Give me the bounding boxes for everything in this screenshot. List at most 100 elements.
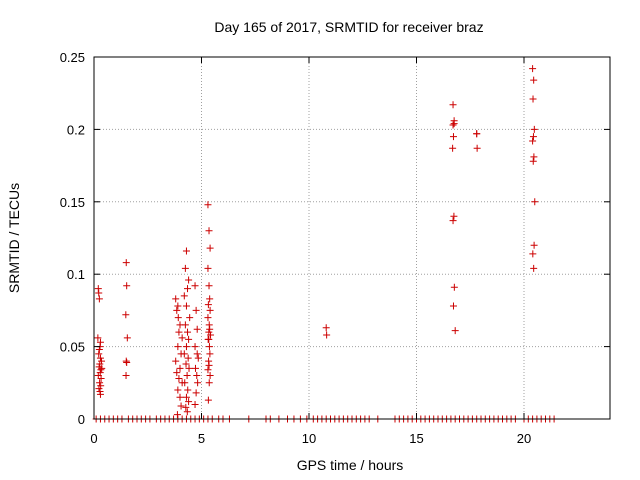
data-point [173, 306, 181, 314]
data-point [191, 282, 199, 290]
x-tick-label: 15 [409, 431, 423, 446]
data-point [192, 389, 200, 397]
data-point [207, 331, 215, 339]
data-point [530, 76, 538, 84]
data-point [449, 217, 457, 225]
data-point [530, 125, 538, 133]
chart-title: Day 165 of 2017, SRMTID for receiver bra… [214, 19, 483, 35]
data-point [123, 282, 131, 290]
data-point [97, 374, 105, 382]
data-point [191, 343, 199, 351]
data-point [449, 101, 457, 109]
data-point [473, 144, 481, 152]
data-point [97, 366, 105, 374]
data-point [96, 354, 104, 362]
x-tick-label: 0 [90, 431, 97, 446]
data-point [96, 390, 104, 398]
data-point [530, 241, 538, 249]
data-point [174, 343, 182, 351]
data-point [184, 285, 192, 293]
data-point [204, 201, 212, 209]
data-point [98, 364, 106, 372]
data-point [206, 350, 214, 358]
data-point [193, 325, 201, 333]
data-point [122, 372, 130, 380]
data-point [123, 359, 131, 367]
data-point [204, 264, 212, 272]
data-point [450, 283, 458, 291]
y-tick-label: 0.1 [67, 267, 85, 282]
y-tick-label: 0.05 [60, 340, 85, 355]
y-tick-label: 0.25 [60, 50, 85, 65]
data-point [205, 227, 213, 235]
data-point [95, 295, 103, 303]
data-point [194, 379, 202, 387]
data-point [529, 95, 537, 103]
data-point [176, 393, 184, 401]
data-point [184, 354, 192, 362]
data-point [174, 314, 182, 322]
data-point [122, 311, 130, 319]
data-point [205, 361, 213, 369]
data-point [182, 360, 190, 368]
data-point [180, 350, 188, 358]
data-point [175, 374, 183, 382]
data-point [194, 354, 202, 362]
x-tick-label: 10 [302, 431, 316, 446]
data-point [182, 302, 190, 310]
data-point [182, 393, 190, 401]
data-point [322, 324, 330, 332]
data-point [450, 212, 458, 220]
data-point [473, 130, 481, 138]
data-point [96, 360, 104, 368]
data-point [206, 244, 214, 252]
data-point [172, 357, 180, 365]
data-point [205, 328, 213, 336]
data-point [94, 334, 102, 342]
data-point [206, 325, 214, 333]
data-point [183, 408, 191, 416]
data-point [451, 327, 459, 335]
data-point [185, 335, 193, 343]
data-point [191, 401, 199, 409]
data-point [206, 372, 214, 380]
data-point [204, 314, 212, 322]
data-point [182, 247, 190, 255]
data-point [185, 398, 193, 406]
data-point [192, 306, 200, 314]
data-point [449, 302, 457, 310]
x-tick-label: 5 [198, 431, 205, 446]
data-point [186, 314, 194, 322]
plot-frame [93, 56, 611, 420]
data-point [182, 343, 190, 351]
data-point [97, 382, 105, 390]
y-tick-label: 0 [78, 412, 85, 427]
y-tick-label: 0.2 [67, 122, 85, 137]
axis-ticks: 0 5 10 15 20 0 0.05 0.1 0.15 0.2 0.25 [60, 50, 610, 446]
data-point [95, 350, 103, 358]
data-point [185, 364, 193, 372]
y-axis-label: SRMTID / TECUs [6, 183, 22, 293]
data-point [450, 120, 458, 128]
data-point [205, 282, 213, 290]
data-point [193, 372, 201, 380]
data-point [529, 65, 537, 73]
data-point [178, 334, 186, 342]
data-point [181, 379, 189, 387]
data-point [206, 295, 214, 303]
data-point [95, 385, 103, 393]
data-point [530, 153, 538, 161]
data-point [176, 364, 184, 372]
data-point [174, 302, 182, 310]
data-point [123, 334, 131, 342]
data-point [95, 345, 103, 353]
data-point [449, 133, 457, 141]
data-point [193, 350, 201, 358]
data-point [191, 364, 199, 372]
y-tick-label: 0.15 [60, 195, 85, 210]
data-point [174, 386, 182, 394]
data-point [449, 121, 457, 129]
data-point [529, 157, 537, 165]
data-point [95, 289, 103, 297]
data-points [92, 65, 558, 423]
